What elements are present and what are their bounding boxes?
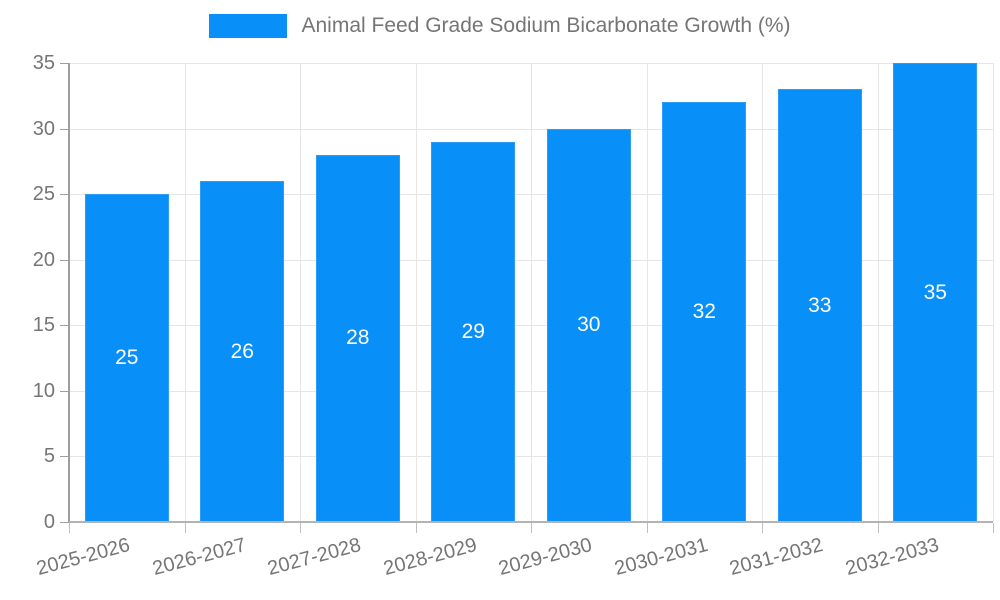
y-axis-label: 35 [32, 52, 55, 74]
y-axis-label: 25 [32, 183, 55, 206]
legend: Animal Feed Grade Sodium Bicarbonate Gro… [0, 14, 1000, 38]
gridline-vertical [300, 63, 301, 522]
x-axis-tick [878, 523, 879, 533]
bar[interactable] [431, 141, 516, 522]
gridline-vertical [531, 63, 532, 522]
y-axis-label: 20 [32, 248, 55, 271]
x-axis-label: 2028-2029 [380, 534, 479, 581]
x-axis-tick [647, 523, 648, 533]
legend-label: Animal Feed Grade Sodium Bicarbonate Gro… [301, 14, 791, 37]
gridline-vertical [185, 63, 186, 522]
gridline-vertical [878, 63, 879, 522]
y-axis-tick [60, 63, 68, 64]
bar[interactable] [662, 102, 747, 522]
y-axis-label: 30 [32, 117, 55, 140]
bar[interactable] [84, 194, 169, 522]
bar[interactable] [200, 181, 285, 522]
gridline-vertical [762, 63, 763, 522]
x-axis-line [69, 521, 993, 523]
y-axis-tick [60, 325, 68, 327]
x-axis-tick [300, 523, 301, 533]
bar[interactable] [546, 128, 631, 522]
gridline-vertical [416, 63, 417, 522]
y-axis-label: 0 [43, 511, 55, 533]
x-axis-label: 2029-2030 [496, 534, 595, 581]
legend-item[interactable]: Animal Feed Grade Sodium Bicarbonate Gro… [209, 14, 791, 38]
x-axis-label: 2031-2032 [727, 534, 826, 581]
plot-area: 25 26 28 29 30 32 33 35 [69, 63, 994, 522]
y-axis-label: 15 [32, 314, 55, 337]
y-axis-tick [60, 390, 68, 392]
gridline-vertical [647, 63, 648, 522]
x-axis-tick [416, 523, 417, 533]
x-axis-tick [531, 523, 532, 533]
y-axis-tick [60, 128, 68, 130]
x-axis-tick [993, 523, 994, 533]
y-axis-line [68, 63, 70, 523]
y-axis-tick [60, 259, 68, 261]
x-axis-label: 2027-2028 [265, 534, 364, 581]
legend-swatch [209, 14, 288, 38]
y-axis-label: 5 [43, 445, 55, 468]
x-axis-label: 2030-2031 [611, 534, 710, 581]
x-axis-tick [762, 523, 763, 533]
x-axis-label: 2032-2033 [842, 534, 941, 581]
y-axis-label: 10 [32, 379, 55, 402]
x-axis-label: 2026-2027 [149, 534, 248, 581]
x-axis-tick [185, 523, 186, 533]
x-axis-label: 2025-2026 [34, 534, 133, 581]
bar[interactable] [777, 89, 862, 522]
x-axis-tick [69, 523, 70, 533]
y-axis-tick [60, 194, 68, 196]
gridline-vertical [993, 63, 994, 522]
y-axis-tick [60, 456, 68, 458]
bar[interactable] [893, 63, 978, 522]
y-axis-tick [60, 522, 68, 523]
bar[interactable] [315, 154, 400, 522]
